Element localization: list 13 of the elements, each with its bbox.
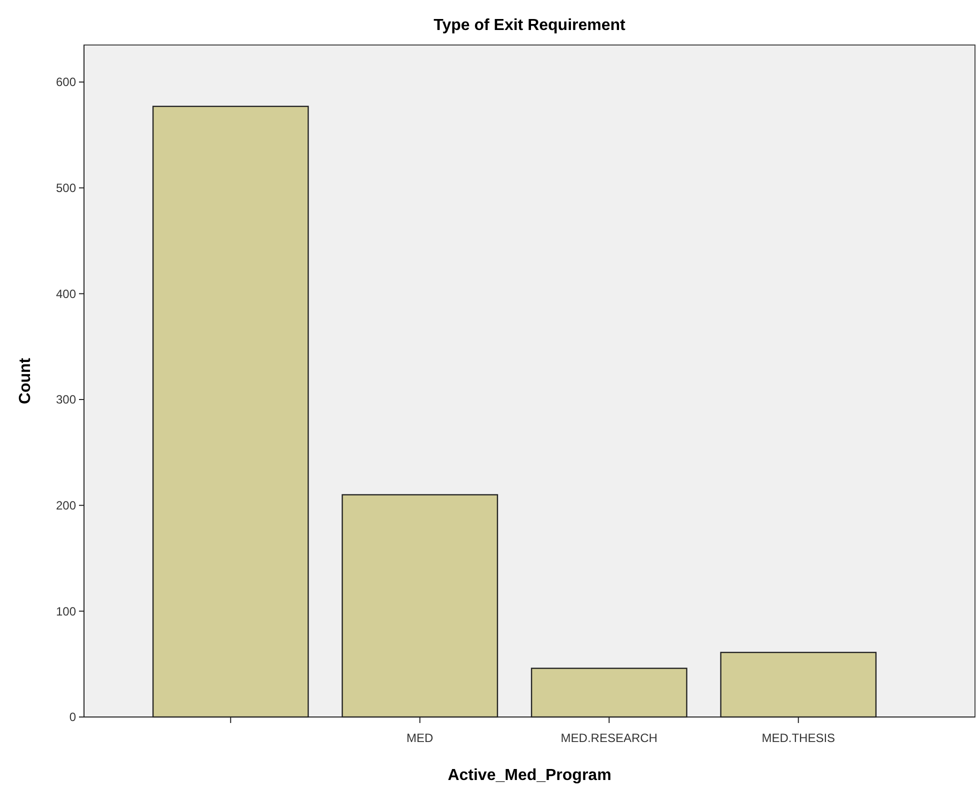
y-tick-label: 300	[56, 392, 76, 407]
y-tick-label: 400	[56, 286, 76, 301]
chart-title: Type of Exit Requirement	[434, 17, 626, 34]
y-tick-label: 100	[56, 604, 76, 618]
x-tick-label: MED.RESEARCH	[560, 731, 658, 745]
x-tick-label: MED.THESIS	[762, 731, 836, 745]
x-axis-title: Active_Med_Program	[448, 767, 612, 784]
y-tick-label: 500	[56, 181, 76, 196]
y-tick-label: 600	[56, 75, 76, 90]
y-tick-label: 200	[56, 498, 76, 513]
y-axis-title: Count	[17, 357, 34, 404]
x-tick-label: MED	[406, 731, 434, 745]
y-tick-label: 0	[69, 710, 76, 724]
